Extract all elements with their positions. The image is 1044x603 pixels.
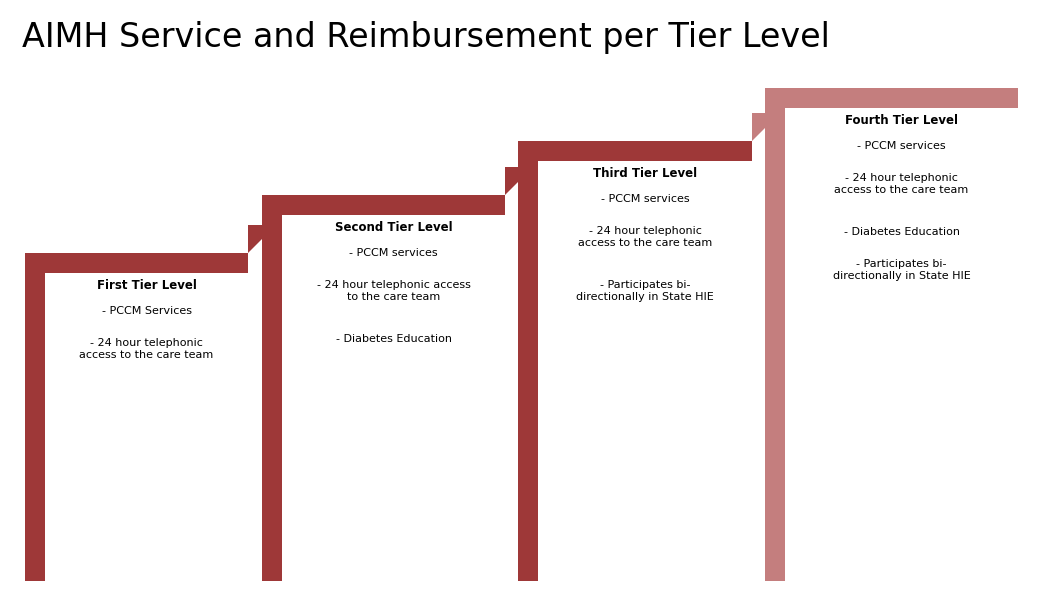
- Polygon shape: [505, 167, 533, 195]
- Text: - 24 hour telephonic
access to the care team: - 24 hour telephonic access to the care …: [578, 226, 712, 248]
- Bar: [25, 253, 248, 273]
- Text: - Diabetes Education: - Diabetes Education: [844, 227, 959, 237]
- Text: - 24 hour telephonic access
to the care team: - 24 hour telephonic access to the care …: [316, 280, 471, 302]
- Text: - Participates bi-
directionally in State HIE: - Participates bi- directionally in Stat…: [576, 280, 714, 302]
- Bar: [518, 141, 752, 161]
- Bar: [262, 195, 505, 215]
- Bar: [25, 273, 45, 581]
- Bar: [765, 108, 785, 581]
- Polygon shape: [752, 113, 780, 141]
- Text: Second Tier Level: Second Tier Level: [335, 221, 452, 234]
- Text: Third Tier Level: Third Tier Level: [593, 167, 697, 180]
- Bar: [518, 161, 538, 581]
- Polygon shape: [248, 225, 276, 253]
- Text: - Participates bi-
directionally in State HIE: - Participates bi- directionally in Stat…: [833, 259, 970, 280]
- Text: - PCCM services: - PCCM services: [600, 194, 689, 204]
- Text: - PCCM Services: - PCCM Services: [101, 306, 191, 316]
- Text: - PCCM services: - PCCM services: [349, 248, 437, 258]
- Bar: [262, 215, 282, 581]
- Text: - PCCM services: - PCCM services: [857, 141, 946, 151]
- Text: First Tier Level: First Tier Level: [96, 279, 196, 292]
- Text: - 24 hour telephonic
access to the care team: - 24 hour telephonic access to the care …: [79, 338, 214, 359]
- Text: Fourth Tier Level: Fourth Tier Level: [845, 114, 958, 127]
- Bar: [765, 88, 1018, 108]
- Text: - 24 hour telephonic
access to the care team: - 24 hour telephonic access to the care …: [834, 173, 969, 195]
- Text: AIMH Service and Reimbursement per Tier Level: AIMH Service and Reimbursement per Tier …: [22, 21, 830, 54]
- Text: - Diabetes Education: - Diabetes Education: [335, 334, 451, 344]
